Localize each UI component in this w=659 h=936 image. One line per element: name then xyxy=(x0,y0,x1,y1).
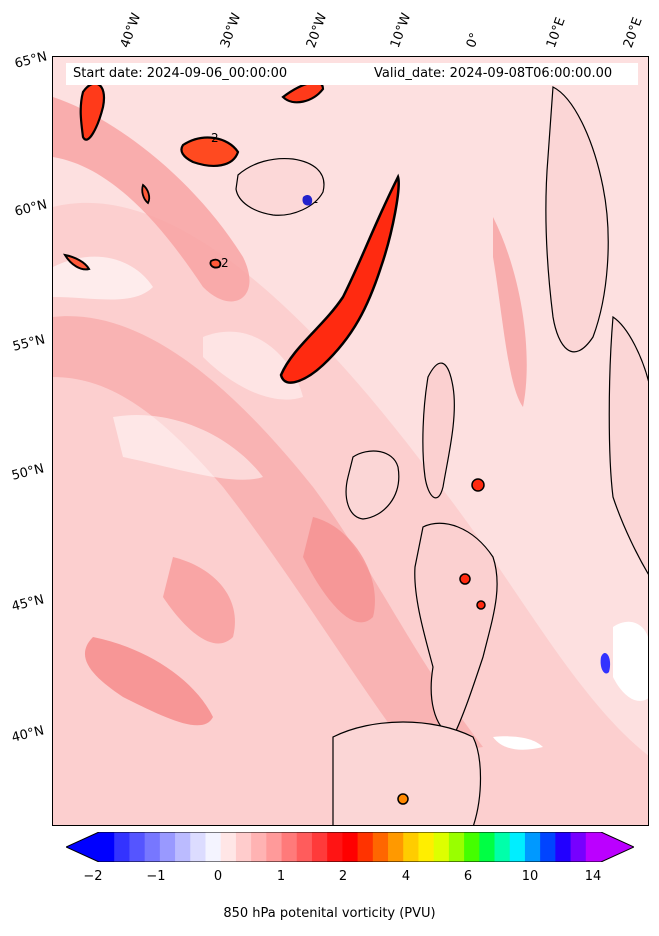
colorbar-swatch xyxy=(403,832,420,862)
white-region-spain xyxy=(493,736,543,750)
colorbar-swatch xyxy=(266,832,283,862)
start-date: Start date: 2024-09-06_00:00:00 xyxy=(73,66,288,81)
colorbar-swatch xyxy=(235,832,252,862)
colorbar-swatches xyxy=(99,832,602,862)
pv-streamer-southwest-iceland xyxy=(279,173,400,384)
colorbar-over-arrow xyxy=(601,832,634,862)
negative-pv-iceland xyxy=(302,194,313,206)
colorbar-tick: 14 xyxy=(584,869,602,884)
ireland-outline xyxy=(345,450,400,520)
pv-patch-mid xyxy=(163,557,235,644)
negative-pv-alps xyxy=(600,652,611,674)
lon-label-20w: 20°W xyxy=(303,11,331,50)
lon-label-10w: 10°W xyxy=(387,11,415,50)
pv-small-mid xyxy=(209,258,222,269)
pv-spot-brittany xyxy=(459,573,471,585)
colorbar-swatch xyxy=(296,832,313,862)
pv-strip-north xyxy=(281,81,325,104)
potential-vorticity-field: 2 2 2 xyxy=(53,57,648,825)
colorbar-swatch xyxy=(220,832,237,862)
pv-small-west xyxy=(62,253,91,271)
pv-spot-north-england xyxy=(471,478,485,492)
pv-spot-biscay xyxy=(476,600,486,610)
colorbar-tick: 4 xyxy=(401,869,411,884)
colorbar-swatch xyxy=(190,832,207,862)
colorbar-swatch xyxy=(448,832,465,862)
colorbar-swatch xyxy=(464,832,480,862)
colorbar-tick: 6 xyxy=(463,869,473,884)
colorbar-swatch xyxy=(311,832,328,862)
low-pv-region-3 xyxy=(203,331,303,400)
colorbar-swatch xyxy=(479,832,496,862)
pv-band-diagonal xyxy=(53,316,483,757)
pv-band-south xyxy=(53,202,648,825)
colorbar-swatch xyxy=(509,832,526,862)
colorbar-under-arrow xyxy=(66,832,99,862)
scandinavia-outline xyxy=(545,86,609,353)
colorbar-label: 850 hPa potenital vorticity (PVU) xyxy=(223,906,436,921)
pv-spot-iberia xyxy=(397,793,409,805)
iceland-outline xyxy=(235,157,325,216)
colorbar-swatch xyxy=(99,832,115,862)
colorbar-tick: −2 xyxy=(83,869,103,884)
pv-patch-center xyxy=(303,517,375,623)
colorbar-swatch xyxy=(129,832,146,862)
colorbar-swatch xyxy=(433,832,450,862)
colorbar-swatch xyxy=(540,832,556,862)
lon-label-20e: 20°E xyxy=(620,15,646,51)
pv-patch-north-sea xyxy=(493,217,527,407)
lat-label-60n: 60°N xyxy=(13,197,49,220)
contour-label-2: 2 xyxy=(211,131,219,145)
pv-small-greenland-south xyxy=(141,183,151,205)
colorbar-swatch xyxy=(372,832,389,862)
colorbar-swatch xyxy=(494,832,511,862)
lat-label-65n: 65°N xyxy=(13,49,49,72)
pv-patch-southwest xyxy=(84,637,213,726)
colorbar-swatch xyxy=(357,832,374,862)
lat-label-50n: 50°N xyxy=(10,461,46,484)
colorbar-swatch xyxy=(281,832,298,862)
colorbar-swatch xyxy=(342,832,359,862)
colorbar-swatch xyxy=(585,832,602,862)
valid-date: Valid_date: 2024-09-08T06:00:00.00 xyxy=(374,66,613,81)
colorbar-tick: 0 xyxy=(213,869,223,884)
map-panel: 2 2 2 xyxy=(52,56,649,826)
pv-band-northwest xyxy=(53,97,250,302)
colorbar-swatch xyxy=(327,832,343,862)
colorbar-swatch xyxy=(159,832,176,862)
lat-label-55n: 55°N xyxy=(11,332,47,355)
iberia-outline xyxy=(332,721,482,825)
lon-label-40w: 40°W xyxy=(117,11,145,50)
great-britain-outline xyxy=(422,362,455,499)
colorbar-swatch xyxy=(388,832,404,862)
colorbar-tick: 10 xyxy=(521,869,539,884)
colorbar-tick: −1 xyxy=(146,869,166,884)
lon-label-10e: 10°E xyxy=(543,15,569,51)
pv-blob-greenland xyxy=(180,136,240,167)
colorbar-swatch xyxy=(144,832,161,862)
colorbar-swatch xyxy=(524,832,541,862)
lat-label-45n: 45°N xyxy=(10,592,46,615)
colorbar-swatch xyxy=(175,832,191,862)
colorbar-tick: 2 xyxy=(338,869,348,884)
colorbar-swatch xyxy=(114,832,131,862)
colorbar xyxy=(66,832,634,862)
low-pv-region-2 xyxy=(113,415,263,480)
lon-label-0: 0° xyxy=(463,30,484,50)
lat-label-40n: 40°N xyxy=(10,723,46,746)
title-band xyxy=(66,63,638,85)
baltic-coast-outline xyxy=(608,315,648,575)
colorbar-swatch xyxy=(251,832,267,862)
colorbar-swatch xyxy=(418,832,435,862)
contour-label-2-mid: 2 xyxy=(221,256,229,270)
france-outline xyxy=(414,522,498,738)
colorbar-tick: 1 xyxy=(276,869,286,884)
white-region-alps xyxy=(613,621,648,701)
colorbar-swatch xyxy=(570,832,587,862)
colorbar-swatch xyxy=(205,832,222,862)
colorbar-swatch xyxy=(555,832,572,862)
lon-label-30w: 30°W xyxy=(217,11,245,50)
